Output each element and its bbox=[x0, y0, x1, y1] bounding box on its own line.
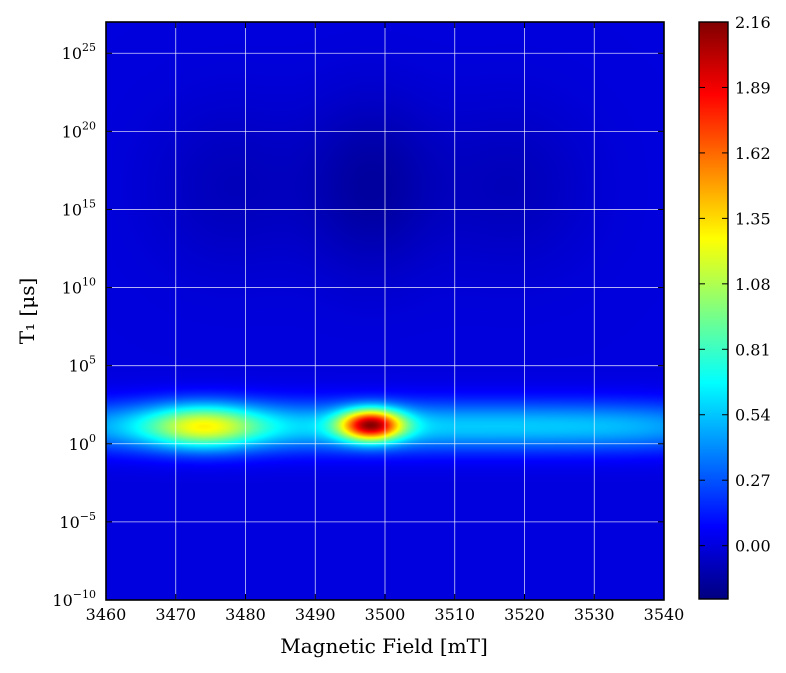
colorbar-gradient bbox=[699, 22, 728, 599]
x-tick-label: 3540 bbox=[644, 605, 685, 624]
y-tick-label: 100 bbox=[69, 432, 96, 454]
x-tick-label: 3520 bbox=[504, 605, 545, 624]
colorbar-frame bbox=[698, 21, 729, 600]
colorbar-tick-label: 1.89 bbox=[735, 78, 771, 97]
colorbar-tick-label: 1.35 bbox=[735, 209, 771, 228]
colorbar-tick-label: 0.27 bbox=[735, 471, 771, 490]
x-tick-label: 3480 bbox=[225, 605, 266, 624]
colorbar-tick-label: 1.08 bbox=[735, 275, 771, 294]
y-tick-label: 1015 bbox=[62, 197, 96, 219]
grid bbox=[106, 22, 664, 600]
y-tick-label: 1025 bbox=[62, 41, 96, 63]
y-tick-labels: 10−10 10−5 100 105 1010 1015 1020 1025 bbox=[52, 41, 96, 610]
x-tick-label: 3460 bbox=[86, 605, 127, 624]
colorbar-tick-label: 0.54 bbox=[735, 406, 771, 425]
tick-marks bbox=[105, 22, 665, 601]
x-tick-label: 3470 bbox=[155, 605, 196, 624]
y-tick-label: 1010 bbox=[62, 276, 96, 298]
x-axis-label: Magnetic Field [mT] bbox=[280, 634, 488, 658]
plot-area bbox=[105, 21, 665, 601]
colorbar-tick-label: 0.81 bbox=[735, 340, 771, 359]
x-tick-label: 3530 bbox=[574, 605, 615, 624]
colorbar-ticks: 0.00 0.27 0.54 0.81 1.08 1.35 1.62 1.89 2.16 bbox=[699, 13, 771, 556]
x-tick-label: 3510 bbox=[434, 605, 475, 624]
y-tick-label: 10−5 bbox=[59, 510, 96, 532]
y-axis-label: T₁ [μs] bbox=[15, 278, 39, 345]
y-tick-label: 10−10 bbox=[52, 588, 96, 610]
x-tick-label: 3490 bbox=[295, 605, 336, 624]
colorbar-tick-label: 1.62 bbox=[735, 144, 771, 163]
colorbar: 0.00 0.27 0.54 0.81 1.08 1.35 1.62 1.89 2.16 bbox=[698, 13, 771, 600]
colorbar-tick-label: 2.16 bbox=[735, 13, 771, 32]
y-tick-label: 1020 bbox=[62, 119, 96, 141]
x-tick-labels: 3460 3470 3480 3490 3500 3510 3520 3530 3540 bbox=[86, 605, 685, 624]
colorbar-tick-label: 0.00 bbox=[735, 537, 771, 556]
y-tick-label: 105 bbox=[69, 354, 96, 376]
x-tick-label: 3500 bbox=[365, 605, 406, 624]
